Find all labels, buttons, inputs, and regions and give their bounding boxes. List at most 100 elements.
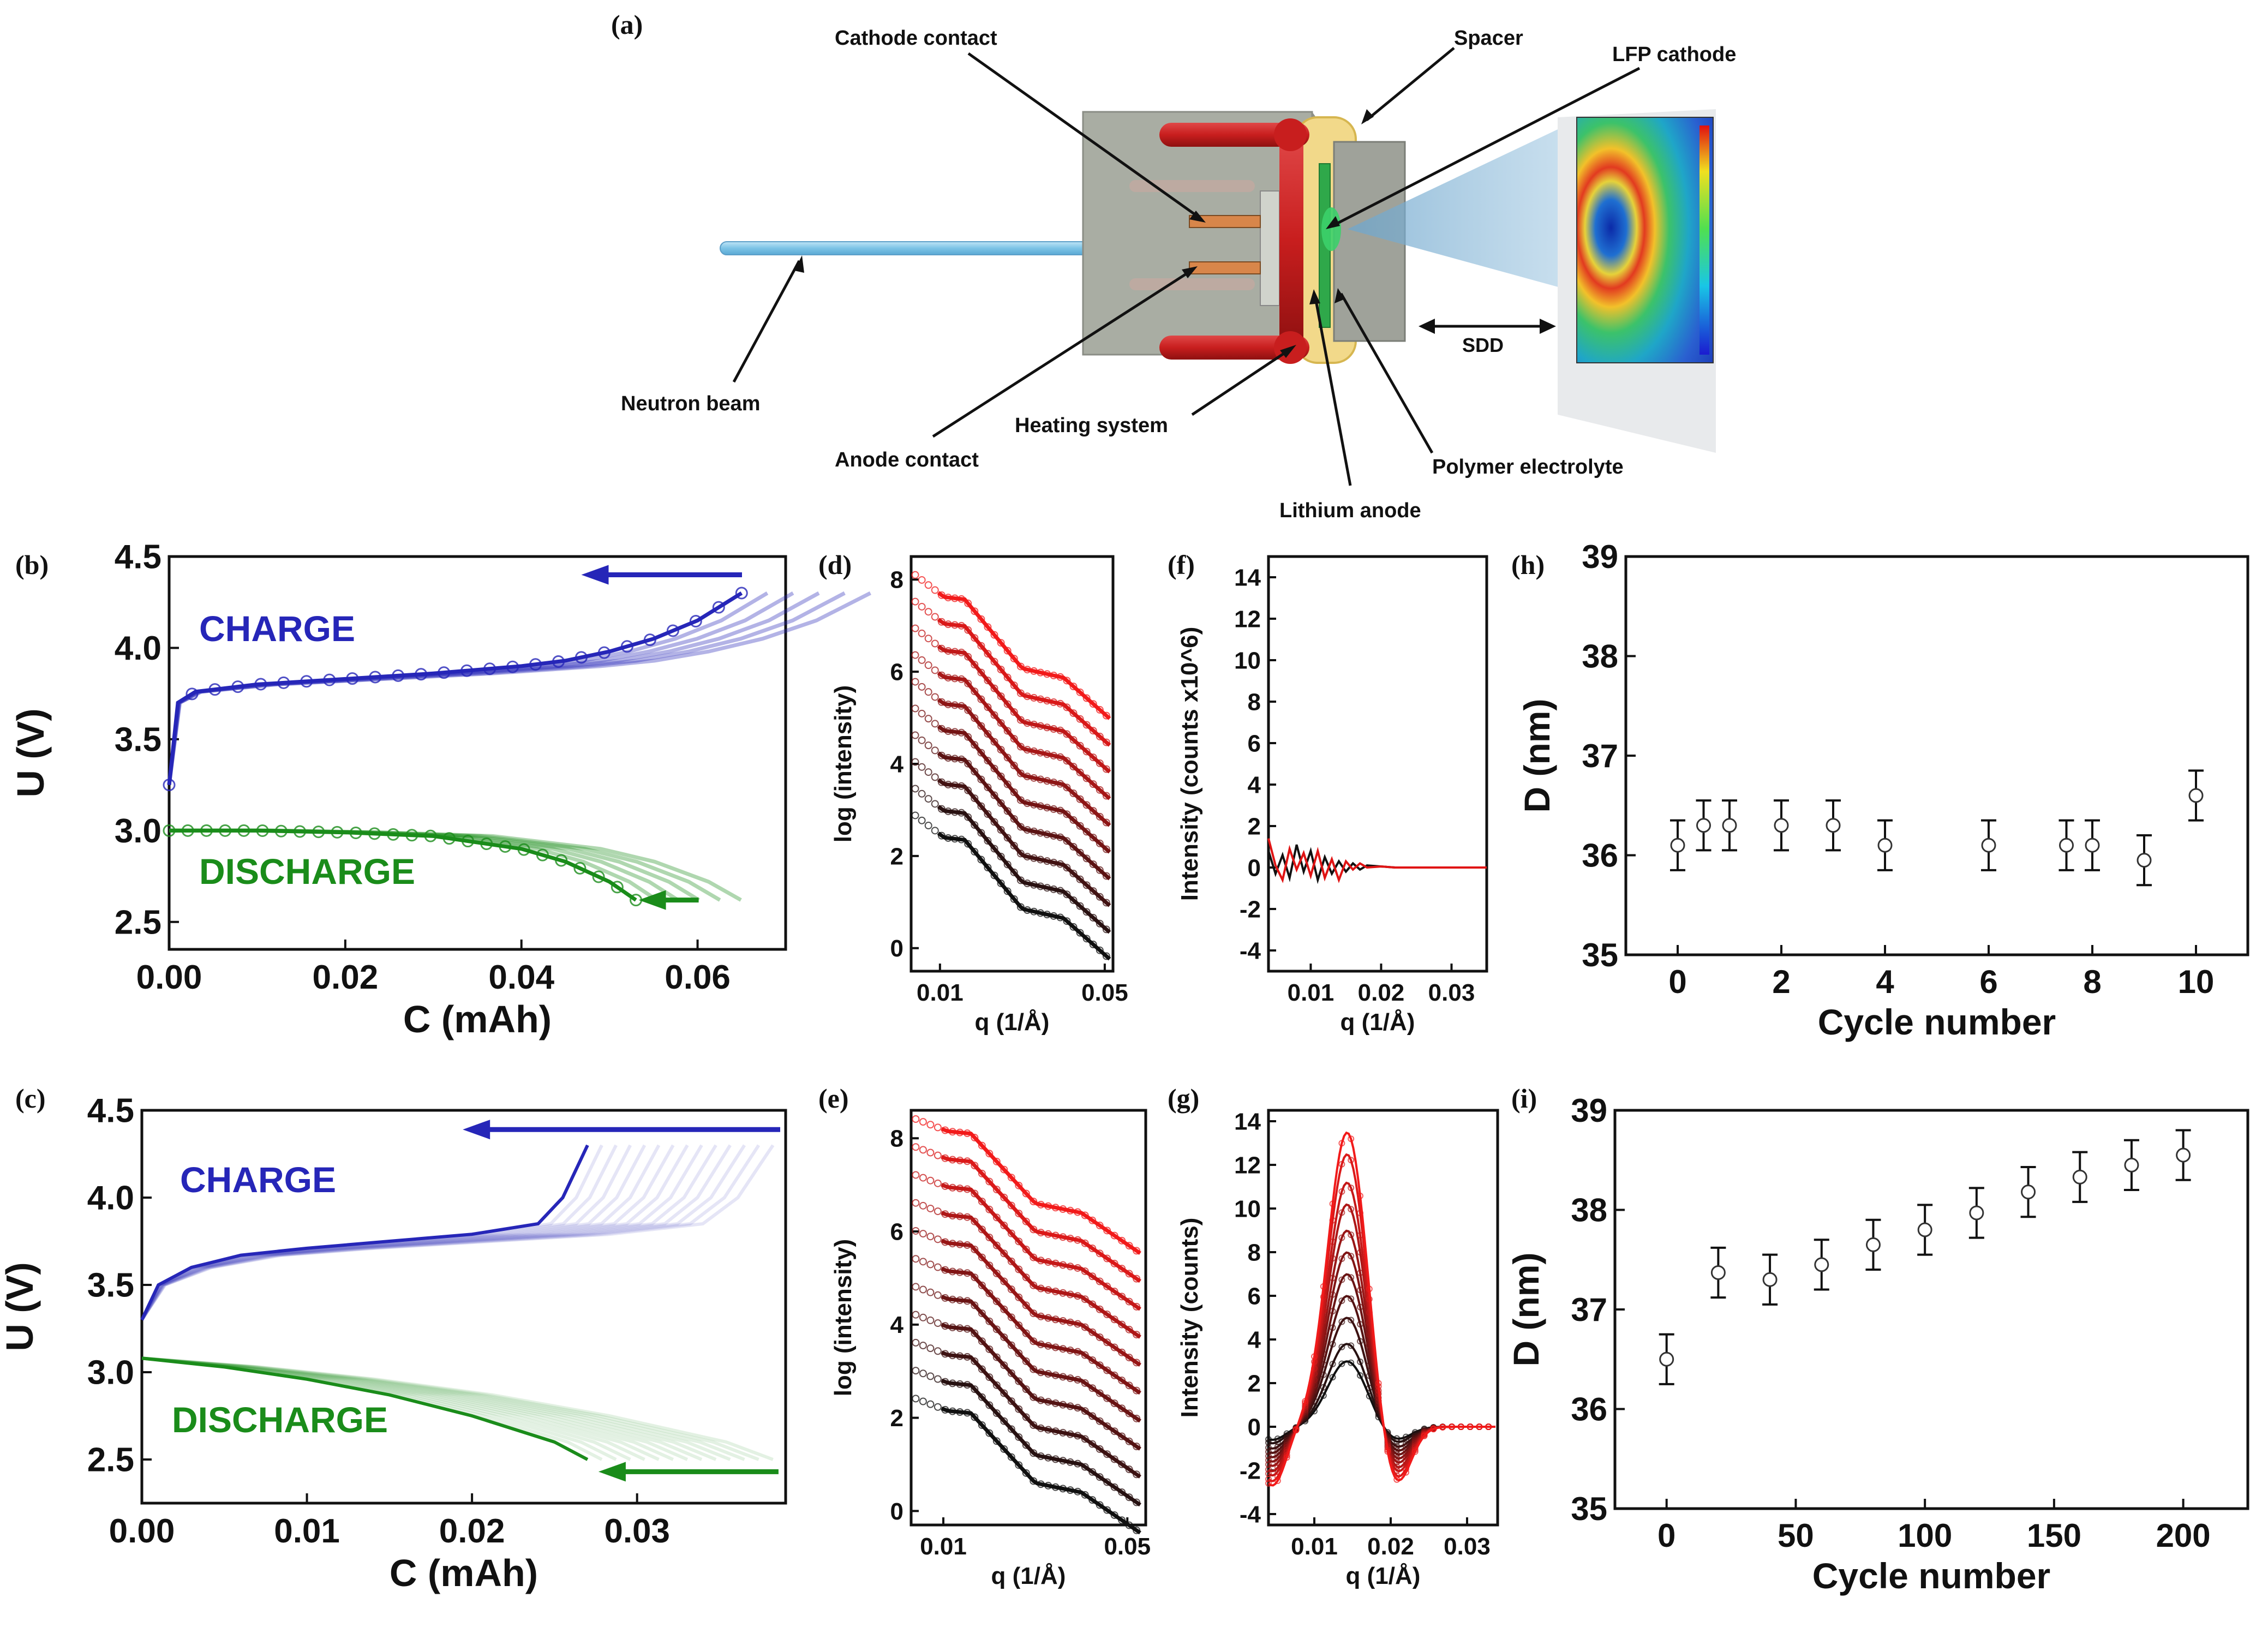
charge-arrowhead [581, 565, 609, 585]
data-point [919, 1201, 927, 1210]
y-tick-label: 10 [1234, 1195, 1261, 1222]
data-point [919, 1313, 927, 1321]
fit-curve [941, 1407, 1141, 1535]
data-point [1421, 1432, 1428, 1439]
data-point [919, 1258, 927, 1266]
fit-curve [941, 1155, 1141, 1283]
data-point [1069, 736, 1078, 744]
data-point [1003, 780, 1012, 788]
data-point [912, 1367, 920, 1375]
data-point [1003, 887, 1012, 895]
data-point [1082, 694, 1091, 702]
data-point [933, 1263, 942, 1271]
data-point [1069, 709, 1078, 717]
data-point [1010, 788, 1018, 796]
data-point [1096, 893, 1104, 901]
data-point [1082, 774, 1091, 782]
x-tick-label: 0.02 [313, 959, 379, 996]
data-point [2188, 788, 2204, 803]
discharge-marker [219, 824, 232, 837]
data-point [990, 657, 998, 666]
y-tick-label: 2 [890, 843, 903, 870]
data-point [2072, 1169, 2087, 1185]
discharge-marker [312, 826, 325, 839]
data-point [990, 845, 998, 853]
discharge-curve [141, 1356, 759, 1461]
data-point [964, 840, 972, 848]
data-point [1003, 807, 1012, 815]
data-point [926, 1316, 935, 1324]
data-point [933, 1403, 942, 1411]
data-point [997, 852, 1005, 860]
data-point [992, 1157, 1001, 1165]
label-lithium-anode: Lithium anode [1279, 499, 1421, 522]
data-point [1320, 1283, 1327, 1290]
data-point [964, 813, 972, 821]
charge-annotation: CHARGE [180, 1159, 336, 1200]
x-axis-title: C (mAh) [390, 1552, 538, 1594]
data-point [911, 731, 919, 739]
data-point [912, 1227, 920, 1235]
data-point [931, 693, 939, 701]
data-point [912, 1143, 920, 1151]
data-point [1348, 1135, 1355, 1143]
charge-curve [140, 1144, 675, 1321]
x-tick-label: 100 [1898, 1517, 1952, 1554]
data-point [931, 666, 939, 674]
data-point [1063, 864, 1071, 872]
x-axis-title: q (1/Å) [975, 1009, 1050, 1036]
red-residual-line [1267, 838, 1487, 883]
data-point [1063, 757, 1071, 765]
data-point [985, 1373, 994, 1381]
data-point [911, 704, 919, 713]
data-point [918, 683, 926, 691]
data-point [1022, 1357, 1030, 1365]
plot-frame [1613, 1109, 2249, 1510]
discharge-curve [141, 1356, 589, 1461]
discharge-curve [141, 1356, 731, 1461]
data-point [926, 1344, 935, 1353]
data-point [931, 827, 939, 835]
data-point [924, 795, 932, 803]
y-tick-label: 4.0 [87, 1180, 134, 1217]
data-point [926, 1149, 935, 1157]
data-point [911, 811, 919, 820]
data-point [1010, 868, 1018, 876]
data-point [1265, 1436, 1272, 1443]
data-point [1722, 818, 1737, 833]
data-point [1348, 1231, 1355, 1239]
data-point [1329, 1341, 1336, 1348]
data-point [1917, 1222, 1932, 1237]
discharge-marker [462, 835, 475, 848]
data-point [1076, 848, 1084, 857]
y-tick-label: -2 [1240, 896, 1261, 923]
correlation-curve [1267, 1203, 1495, 1473]
charge-curve [140, 1144, 632, 1321]
label-polymer-electrolyte: Polymer electrolyte [1432, 456, 1624, 478]
data-point [971, 1273, 979, 1282]
data-point [918, 629, 926, 637]
data-point [1016, 689, 1025, 697]
x-axis-title: q (1/Å) [1346, 1563, 1421, 1589]
x-tick-label: 0.05 [1081, 979, 1128, 1006]
discharge-marker [181, 824, 194, 837]
data-point [933, 1375, 942, 1383]
data-point [984, 703, 992, 711]
discharge-curve [169, 828, 637, 902]
data-point [964, 733, 972, 741]
data-point [1063, 917, 1071, 925]
data-point [985, 1429, 994, 1437]
data-point [1814, 1257, 1829, 1272]
charge-marker [231, 680, 244, 693]
data-point [964, 706, 972, 714]
data-point [984, 783, 992, 792]
data-point [1096, 786, 1104, 794]
data-point [1877, 838, 1893, 853]
fit-curve [941, 1295, 1141, 1423]
y-tick-label: 2.5 [115, 904, 161, 941]
data-point [1338, 1161, 1345, 1168]
charge-marker [163, 779, 176, 792]
charge-marker [643, 633, 656, 647]
data-point [918, 602, 926, 611]
label-cathode-contact: Cathode contact [835, 27, 997, 50]
